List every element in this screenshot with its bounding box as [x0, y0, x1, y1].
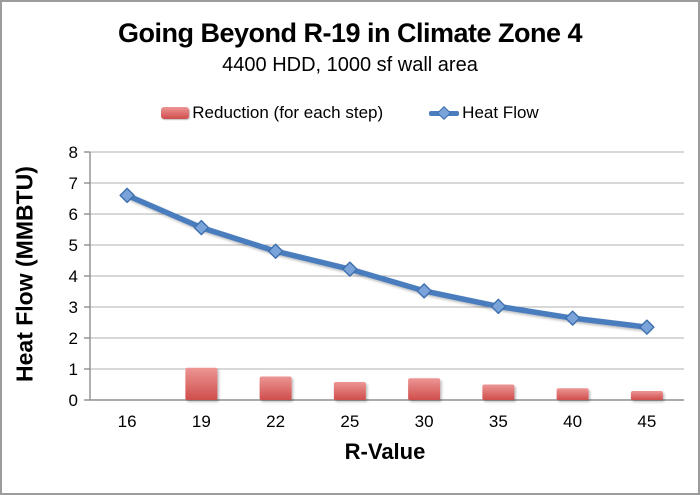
x-tick-label: 16 [118, 412, 137, 431]
heat-flow-marker-icon [490, 298, 507, 315]
y-tick-label: 1 [69, 360, 78, 379]
reduction-bar [259, 376, 292, 400]
y-tick-label: 7 [69, 174, 78, 193]
heat-flow-marker-icon [267, 243, 284, 259]
legend-label-reduction: Reduction (for each step) [192, 103, 384, 122]
heat-flow-line [124, 192, 650, 330]
x-tick-label: 35 [489, 412, 508, 431]
reduction-bar [556, 388, 589, 400]
y-tick-label: 2 [69, 329, 78, 348]
x-tick-label: 25 [340, 412, 359, 431]
legend-item-heat-flow: Heat Flow [429, 103, 539, 123]
heat-flow-marker-icon [342, 261, 358, 277]
reduction-bar [482, 384, 515, 400]
reduction-bar [630, 391, 663, 400]
legend: Reduction (for each step) Heat Flow [2, 103, 698, 123]
chart-title: Going Beyond R-19 in Climate Zone 4 [117, 18, 583, 48]
x-tick-label: 19 [192, 412, 211, 431]
x-axis-title: R-Value [344, 439, 426, 464]
legend-label-heat-flow: Heat Flow [462, 103, 539, 122]
legend-item-reduction: Reduction (for each step) [161, 103, 383, 123]
reduction-bar [333, 382, 366, 400]
y-tick-label: 8 [69, 143, 78, 162]
heat-flow-marker-icon [639, 319, 655, 335]
reduction-series-swatch-icon [161, 107, 190, 119]
x-tick-label: 45 [637, 412, 656, 431]
y-tick-label: 6 [69, 205, 78, 224]
x-tick-label: 22 [266, 412, 285, 431]
heat-flow-series-swatch-icon [429, 105, 460, 121]
reduction-bar [185, 367, 218, 400]
x-tick-label: 40 [563, 412, 582, 431]
y-tick-label: 5 [69, 236, 78, 255]
y-tick-label: 4 [69, 267, 78, 286]
heat-flow-marker-icon [119, 187, 135, 204]
chart-subtitle: 4400 HDD, 1000 sf wall area [222, 54, 478, 76]
y-tick-label: 0 [69, 391, 78, 410]
heat-flow-marker-icon [416, 283, 432, 299]
x-tick-label: 30 [415, 412, 434, 431]
y-tick-label: 3 [69, 298, 78, 317]
heat-flow-marker-icon [193, 219, 210, 236]
reduction-bar [408, 378, 441, 400]
heat-flow-marker-icon [564, 310, 581, 326]
